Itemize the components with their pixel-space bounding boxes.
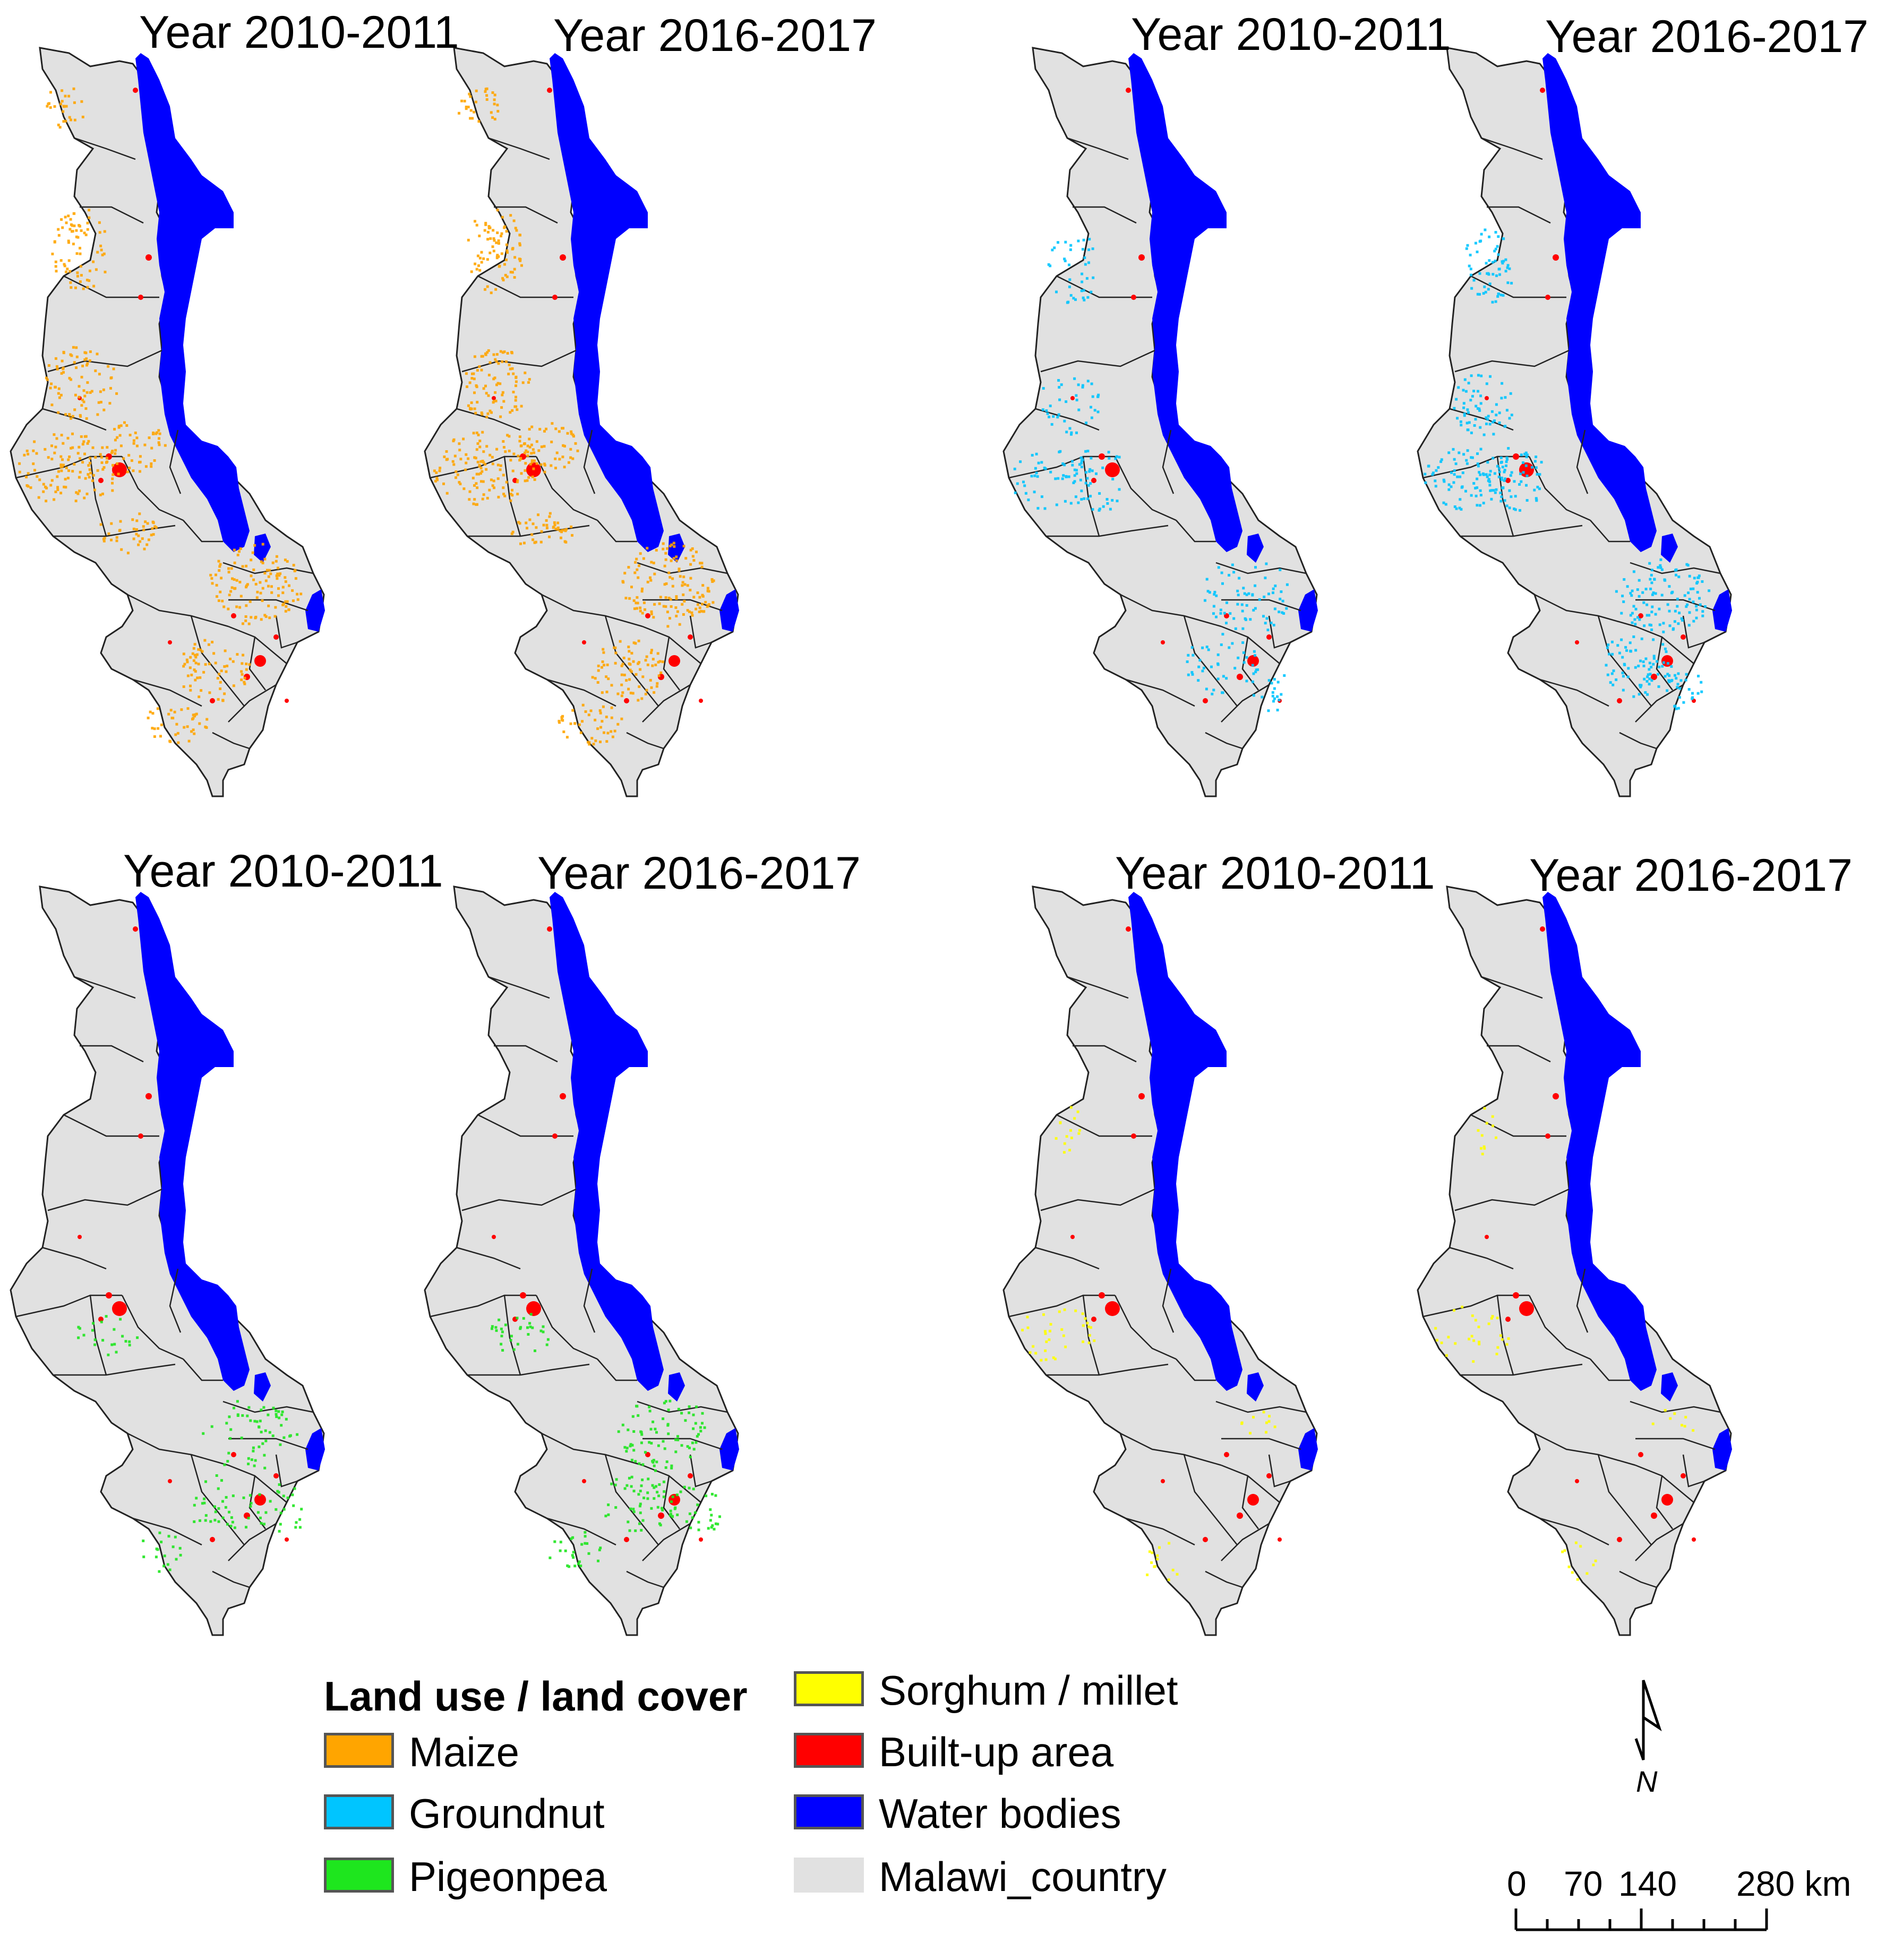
panel-title-groundnut-2010: Year 2010-2011 [1131, 9, 1451, 60]
scale-label-140: 140 [1618, 1864, 1677, 1903]
legend-label-maize: Maize [409, 1729, 520, 1775]
legend-title: Land use / land cover [324, 1673, 748, 1720]
scale-label-70: 70 [1564, 1864, 1603, 1903]
legend-swatch-water [794, 1794, 864, 1829]
crop-overlay-sorghum-second [1434, 1107, 1695, 1581]
panel-title-maize-2010: Year 2010-2011 [139, 7, 459, 58]
panel-title-groundnut-2016: Year 2016-2017 [1545, 11, 1869, 62]
crop-overlay-maize-second [433, 87, 715, 746]
panel-title-maize-2016: Year 2016-2017 [553, 10, 877, 61]
legend-label-groundnut: Groundnut [409, 1790, 605, 1837]
crop-overlays [18, 87, 1711, 1581]
scale-label-280: 280 km [1736, 1864, 1852, 1903]
legend-label-built-up: Built-up area [879, 1729, 1114, 1775]
north-arrow: N [1634, 1680, 1662, 1798]
crop-overlay-sorghum-first [1021, 1106, 1276, 1581]
panel-title-pigeonpea-2010: Year 2010-2011 [123, 846, 443, 897]
panel-title-sorghum-2016: Year 2016-2017 [1529, 850, 1853, 901]
north-arrow-shape [1634, 1680, 1645, 1760]
north-label: N [1636, 1765, 1658, 1798]
legend-label-pigeonpea: Pigeonpea [409, 1853, 607, 1900]
crop-overlay-groundnut-first [1013, 238, 1289, 712]
scale-label-0: 0 [1507, 1864, 1527, 1903]
legend-swatch-sorghum [794, 1671, 864, 1706]
legend-swatch-maize [324, 1733, 394, 1768]
panel-maps [10, 47, 1733, 1636]
panel-title-pigeonpea-2016: Year 2016-2017 [537, 848, 861, 899]
legend-swatch-groundnut [324, 1794, 394, 1829]
legend-swatch-pigeonpea [324, 1858, 394, 1893]
crop-overlay-pigeonpea-second [491, 1313, 721, 1568]
crop-overlay-pigeonpea-first [77, 1315, 303, 1573]
panel-title-sorghum-2010: Year 2010-2011 [1115, 848, 1435, 899]
legend-swatch-malawi-country [794, 1858, 864, 1893]
crop-overlay-maize-first [18, 87, 303, 744]
legend-label-sorghum: Sorghum / millet [879, 1667, 1178, 1714]
crop-overlay-groundnut-second [1424, 228, 1711, 710]
legend-swatch-built-up [794, 1733, 864, 1768]
legend-label-water: Water bodies [879, 1790, 1121, 1837]
legend: Land use / land cover Maize Groundnut Pi… [319, 1667, 1274, 1948]
scale-bar [1514, 1909, 1768, 1931]
legend-label-malawi-country: Malawi_country [879, 1853, 1167, 1900]
